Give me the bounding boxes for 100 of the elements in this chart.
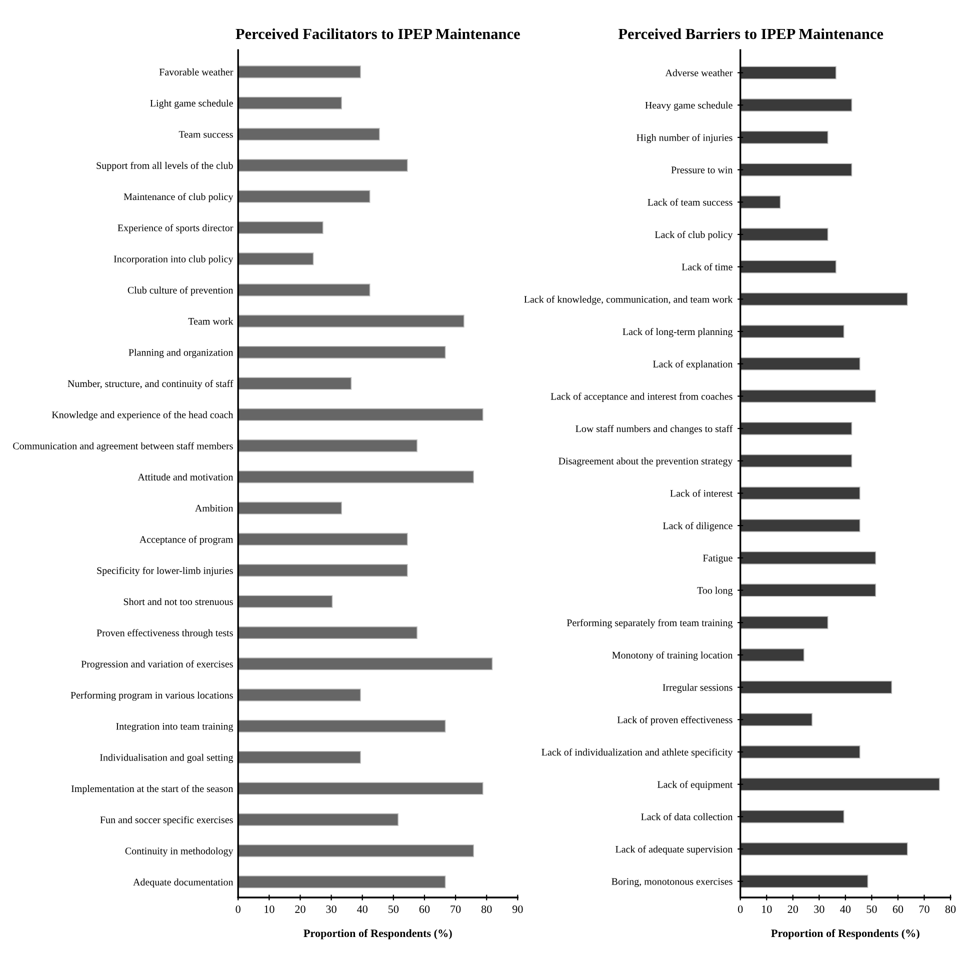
x-axis-title: Proportion of Respondents (%) <box>771 929 920 940</box>
bar <box>740 260 836 274</box>
x-tick-label: 70 <box>450 905 461 913</box>
bar <box>740 648 804 662</box>
y-tick-label: Lack of explanation <box>653 360 733 370</box>
y-tick-label: Low staff numbers and changes to staff <box>576 424 733 434</box>
bar <box>238 346 446 359</box>
bar <box>740 518 860 532</box>
bar <box>740 486 860 500</box>
bar <box>238 128 380 141</box>
x-tick-label: 60 <box>892 905 904 913</box>
x-tick-label: 30 <box>326 905 336 913</box>
y-tick-label: Planning and organization <box>128 348 234 358</box>
bar <box>740 842 908 856</box>
bar <box>740 130 828 144</box>
x-tick-label: 50 <box>866 905 877 913</box>
y-tick-label: Lack of proven effectiveness <box>617 716 732 726</box>
y-tick-label: Lack of knowledge, communication, and team work <box>524 296 733 305</box>
x-tick-label: 10 <box>762 905 772 913</box>
bar <box>238 284 370 296</box>
y-tick-label: Performing program in various locations <box>70 691 233 701</box>
bar <box>238 658 493 670</box>
y-tick-label: Heavy game schedule <box>645 102 732 111</box>
y-tick-label: Lack of time <box>682 263 732 270</box>
bar <box>740 98 852 112</box>
x-tick-label: 10 <box>264 905 274 913</box>
bar <box>238 844 474 858</box>
bar <box>238 252 314 266</box>
bar <box>238 439 418 452</box>
x-tick-label: 60 <box>419 905 430 913</box>
y-tick-label: Fatigue <box>703 554 732 564</box>
bar <box>238 96 342 110</box>
y-tick-label: Irregular sessions <box>662 684 732 693</box>
y-tick-label: Lack of individualization and athlete specificity <box>542 748 733 758</box>
y-tick-label: Knowledge and experience of the head coach <box>52 411 234 420</box>
bar <box>740 422 852 436</box>
bar <box>238 408 484 421</box>
bar <box>238 688 361 702</box>
y-tick-label: High number of injuries <box>636 134 732 144</box>
y-tick-label: Adverse weather <box>665 69 733 76</box>
y-tick-label: Pressure to win <box>671 166 733 174</box>
bar <box>238 782 484 795</box>
y-tick-label: Lack of adequate supervision <box>616 845 733 855</box>
bar <box>238 377 352 390</box>
bar <box>740 163 852 176</box>
bar <box>740 778 940 791</box>
y-tick-label: Communication and agreement between staff members <box>13 442 233 452</box>
bar <box>740 390 876 403</box>
y-tick-label: Lack of interest <box>670 490 733 497</box>
bar <box>740 713 812 726</box>
y-tick-label: Light game schedule <box>150 100 233 109</box>
y-tick-label: Adequate documentation <box>133 878 234 888</box>
bar <box>238 720 446 732</box>
bar <box>740 551 876 564</box>
y-tick-label: Monotony of training location <box>612 651 733 661</box>
y-tick-label: Ambition <box>195 504 234 512</box>
x-tick-label: 50 <box>388 905 399 913</box>
y-tick-label: Maintenance of club policy <box>124 192 234 202</box>
y-tick-label: Individualisation and goal setting <box>100 754 234 763</box>
y-tick-label: Support from all levels of the club <box>96 162 233 172</box>
x-tick-label: 70 <box>919 905 930 913</box>
x-axis-title: Proportion of Respondents (%) <box>304 929 452 940</box>
bar <box>740 228 828 242</box>
bar <box>238 564 408 577</box>
bar <box>238 595 333 608</box>
bar <box>238 532 408 546</box>
bar <box>740 66 836 80</box>
y-tick-label: Continuity in methodology <box>125 847 234 856</box>
bar <box>238 221 324 234</box>
bar <box>238 470 474 484</box>
y-tick-label: Proven effectiveness through tests <box>96 629 233 638</box>
y-tick-label: Specificity for lower-limb injuries <box>97 566 233 576</box>
y-tick-label: Too long <box>697 586 733 596</box>
x-tick-label: 80 <box>945 905 956 913</box>
y-tick-label: Lack of team success <box>648 198 732 206</box>
y-tick-label: Team success <box>178 131 233 138</box>
bar <box>238 813 398 826</box>
bar <box>740 454 852 468</box>
y-tick-label: Lack of acceptance and interest from coaches <box>550 392 732 402</box>
bar <box>740 810 844 824</box>
bar <box>740 292 908 306</box>
y-tick-label: Number, structure, and continuity of staff <box>68 380 234 390</box>
y-tick-label: Integration into team training <box>116 722 234 732</box>
x-tick-label: 20 <box>295 905 306 913</box>
y-tick-label: Boring, monotonous exercises <box>612 878 732 887</box>
y-tick-label: Implementation at the start of the season <box>71 784 234 794</box>
y-tick-label: Club culture of prevention <box>128 286 234 296</box>
y-tick-label: Performing separately from team training <box>566 619 733 628</box>
bar <box>238 159 408 172</box>
bar <box>238 502 342 514</box>
bar <box>740 616 828 630</box>
y-tick-label: Lack of equipment <box>657 780 733 790</box>
y-tick-label: Team work <box>188 318 234 325</box>
y-tick-label: Short and not too strenuous <box>124 598 233 606</box>
y-tick-label: Experience of sports director <box>118 224 234 234</box>
x-tick-label: 0 <box>236 905 240 913</box>
bar <box>238 876 446 888</box>
bar <box>740 680 892 694</box>
bar <box>740 874 868 888</box>
bar <box>740 584 876 597</box>
